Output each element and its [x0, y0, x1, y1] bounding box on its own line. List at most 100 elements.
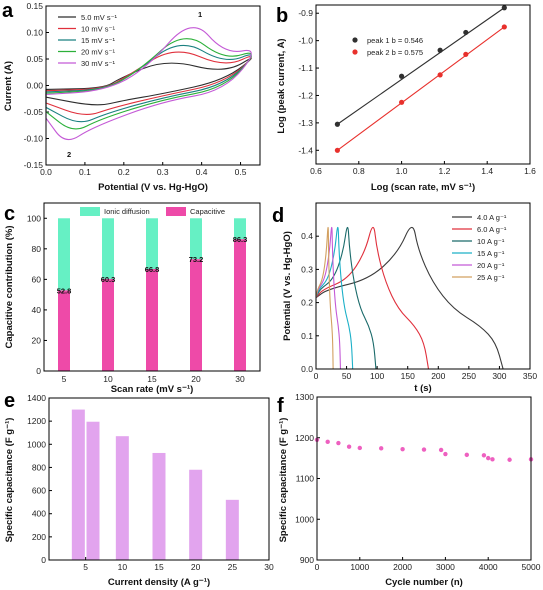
panel-label-c: c: [4, 203, 15, 225]
log-legend-marker: [352, 49, 358, 55]
capacitive-value-label: 60.3: [101, 275, 116, 284]
capacitive-bar: [58, 290, 70, 371]
cv-x-tick-label: 0.5: [235, 167, 247, 177]
gcd-plot: 0 50 100 150 200 250 300 350 0.0 0.1 0.2 0.3 0.4 4.0 …: [301, 213, 537, 381]
gcd-curve: [315, 226, 354, 370]
cv-y-tick-label: -0.05: [24, 107, 44, 117]
contribution-x-tick-label: 30: [235, 374, 245, 384]
contribution-y-tick-label: 60: [32, 274, 42, 284]
panel-label-b: b: [276, 5, 288, 27]
log-y-tick-label: -0.9: [298, 8, 313, 18]
log-x-tick-label: 1.4: [481, 166, 493, 176]
cv-curve: [45, 38, 252, 130]
cycle-data-point: [490, 457, 495, 462]
panel-label-d: d: [272, 205, 284, 227]
rate-x-tick-label: 15: [154, 562, 164, 572]
cv-legend-label: 15 mV s⁻¹: [81, 36, 115, 45]
log-data-point: [399, 99, 405, 105]
cv-peak-2-label: 2: [67, 150, 71, 159]
ionic-diffusion-bar: [58, 218, 70, 291]
cycle-data-point: [464, 452, 469, 458]
panel-b: b 0.6 0.8 1.0 1.2 1.4 1.6 -1.4 -1.3 -1.2 -1.1 -1.0…: [276, 4, 536, 193]
log-data-point: [437, 47, 443, 53]
cv-curve: [45, 57, 252, 106]
gcd-x-tick-label: 250: [462, 371, 476, 381]
capacitance-bar: [115, 436, 129, 560]
rate-x-tick-label: 25: [228, 562, 238, 572]
gcd-curve: [315, 226, 504, 370]
panel-a: a 0.0 0.1 0.2 0.3 0.4 0.5-0.15-0.10-0.050.000…: [2, 0, 261, 193]
cycle-data-point: [336, 440, 341, 446]
cv-y-tick-label: 0.05: [26, 54, 43, 64]
cycle-x-tick-label: 0: [315, 562, 320, 572]
cycle-data-point: [357, 445, 362, 451]
log-data-point: [463, 51, 469, 57]
log-y-tick-label: -1.1: [298, 63, 313, 73]
log-x-tick-label: 1.0: [396, 166, 408, 176]
cycle-y-axis-label: Specific capacitance (F g⁻¹): [278, 418, 289, 543]
gcd-y-tick-label: 0.1: [301, 331, 313, 341]
capacitance-bar: [71, 409, 85, 560]
log-data-point: [334, 121, 340, 127]
cv-legend-label: 20 mV s⁻¹: [81, 48, 115, 57]
ionic-diffusion-bar: [234, 218, 246, 240]
gcd-y-axis-label: Potential (V vs. Hg-HgO): [282, 231, 293, 341]
cycle-data-point: [379, 446, 384, 451]
log-data-point: [437, 72, 443, 78]
rate-y-tick-label: 200: [32, 532, 46, 542]
contribution-y-tick-label: 0: [36, 366, 41, 376]
log-y-tick-label: -1.0: [298, 36, 313, 46]
cycle-y-tick-label: 1300: [295, 392, 314, 402]
gcd-x-tick-label: 100: [370, 371, 384, 381]
log-axes-frame: [315, 4, 531, 165]
cv-plot: 0.0 0.1 0.2 0.3 0.4 0.5 -0.15 -0.10 -0.05 0.00 0.0…: [24, 1, 252, 177]
cv-legend-label: 10 mV s⁻¹: [81, 25, 115, 34]
cycle-y-tick-label: 900: [300, 555, 314, 565]
rate-y-tick-label: 1400: [27, 393, 46, 403]
gcd-curve: [315, 226, 342, 370]
log-data-point: [501, 24, 507, 30]
contribution-x-tick-label: 20: [191, 374, 201, 384]
rate-y-tick-label: 1200: [27, 416, 46, 426]
capacitance-bar: [86, 421, 100, 560]
rate-y-tick-label: 600: [32, 486, 46, 496]
cv-x-tick-label: 0.2: [118, 167, 130, 177]
cv-x-tick-label: 0.3: [157, 167, 169, 177]
rate-y-tick-label: 800: [32, 462, 46, 472]
capacitive-legend-swatch: [166, 207, 186, 216]
contribution-y-tick-label: 20: [32, 335, 42, 345]
gcd-y-tick-label: 0.2: [301, 298, 313, 308]
gcd-legend-label: 4.0 A g⁻¹: [477, 213, 507, 222]
capacitive-value-label: 66.8: [145, 265, 160, 274]
log-y-tick-label: -1.2: [298, 90, 313, 100]
capacitive-bar: [146, 268, 158, 371]
capacitive-value-label: 73.2: [189, 255, 204, 264]
rate-axes-frame: [48, 397, 270, 561]
contribution-plot: 0 20 40 60 80 100 52.8 5 60.3 10 66.8 15 73.2 20 86.3 3…: [27, 207, 247, 384]
gcd-x-axis-label: t (s): [414, 383, 431, 394]
gcd-curve: [315, 226, 377, 370]
rate-x-tick-label: 30: [264, 562, 274, 572]
rate-x-tick-label: 10: [118, 562, 128, 572]
ionic-diffusion-bar: [146, 218, 158, 269]
gcd-x-tick-label: 350: [523, 371, 537, 381]
capacitive-bar: [190, 259, 202, 371]
cv-x-tick-label: 0.0: [40, 167, 52, 177]
cycle-data-point: [481, 453, 487, 458]
gcd-legend-label: 15 A g⁻¹: [477, 249, 505, 258]
log-plot: 0.6 0.8 1.0 1.2 1.4 1.6 -1.4 -1.3 -1.2 -1.1 -1.0 -0…: [298, 5, 536, 176]
rate-x-tick-label: 5: [83, 562, 88, 572]
log-x-tick-label: 0.6: [310, 166, 322, 176]
log-legend-label: peak 1 b = 0.546: [367, 36, 423, 45]
capacitance-bar: [189, 469, 203, 560]
cv-legend-label: 30 mV s⁻¹: [81, 59, 115, 68]
cycle-x-tick-label: 1000: [350, 562, 369, 572]
gcd-legend-label: 20 A g⁻¹: [477, 261, 505, 270]
cv-x-tick-label: 0.1: [79, 167, 91, 177]
contribution-x-tick-label: 15: [147, 374, 157, 384]
cycle-data-point: [400, 446, 405, 452]
capacitive-legend-label: Capacitive: [190, 207, 225, 216]
cv-y-tick-label: 0.15: [26, 1, 43, 11]
gcd-x-tick-label: 200: [431, 371, 445, 381]
